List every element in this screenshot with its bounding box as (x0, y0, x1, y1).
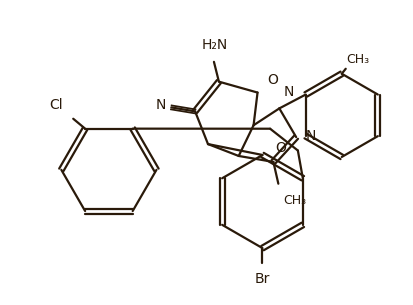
Text: N: N (282, 85, 293, 99)
Text: Cl: Cl (50, 98, 63, 112)
Text: O: O (267, 73, 278, 87)
Text: CH₃: CH₃ (282, 194, 306, 206)
Text: N: N (155, 99, 165, 113)
Text: Br: Br (254, 272, 270, 286)
Text: H₂N: H₂N (201, 38, 228, 52)
Text: CH₃: CH₃ (346, 53, 369, 66)
Text: O: O (274, 141, 285, 155)
Text: N: N (305, 129, 316, 143)
